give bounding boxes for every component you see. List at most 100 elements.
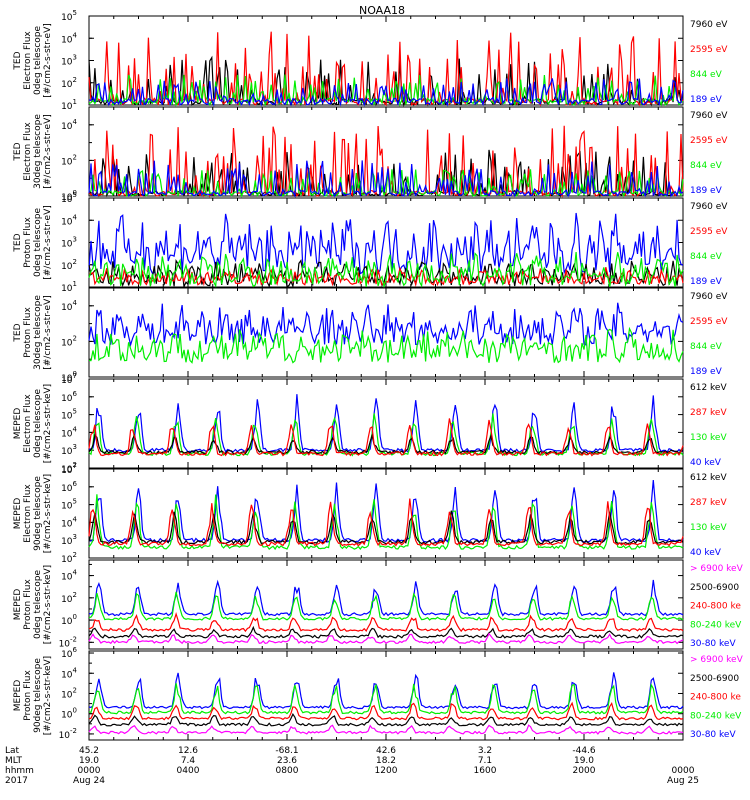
- legend-entry: 287 keV: [690, 408, 727, 418]
- y-axis-label: TEDProton Flux30deg telescope[#/cm2-s-st…: [13, 295, 53, 370]
- y-axis-label: TEDElectron Flux0deg telescope[#/cm2-s-s…: [13, 23, 53, 98]
- legend-entry: 189 eV: [690, 277, 723, 287]
- legend-entry: 612 keV: [690, 383, 727, 393]
- y-tick-label: 102: [61, 686, 77, 700]
- y-tick-label: 104: [61, 118, 77, 132]
- legend-entry: 30-80 keV: [690, 730, 736, 740]
- axis-value-mlt: 19.0: [79, 756, 99, 766]
- series-line: [88, 302, 684, 348]
- y-tick-label: 100: [61, 707, 77, 721]
- y-axis-label-line: 90deg telescope: [33, 476, 43, 551]
- y-axis-label-line: Proton Flux: [23, 579, 33, 630]
- y-tick-label: 103: [61, 533, 77, 547]
- axis-row-label: 2017: [5, 776, 28, 786]
- y-tick-label: 104: [61, 299, 77, 313]
- panel-frame: [88, 559, 684, 650]
- y-tick-label: 104: [61, 31, 77, 45]
- series-line: [88, 591, 684, 621]
- axis-value-mlt: 18.2: [376, 756, 396, 766]
- y-axis-label: MEPEDElectron Flux0deg telescope[#/cm2-s…: [13, 384, 53, 463]
- legend-entry: > 6900 keV: [690, 655, 744, 665]
- axis-value-hhmm: 0000: [78, 766, 101, 776]
- legend-entry: 7960 eV: [690, 20, 728, 30]
- legend-entry: 2500-6900: [690, 583, 739, 593]
- figure-title: NOAA18: [359, 4, 405, 17]
- series-line: [88, 212, 684, 276]
- legend-entry: 7960 eV: [690, 292, 728, 302]
- axis-value-lat: 3.2: [478, 746, 492, 756]
- y-axis-label-line: TED: [13, 323, 23, 342]
- legend-entry: 130 keV: [690, 433, 727, 443]
- legend-entry: 844 eV: [690, 252, 723, 262]
- y-tick-label: 102: [61, 551, 77, 565]
- series-line: [88, 712, 684, 727]
- axis-value-hhmm: 1200: [375, 766, 398, 776]
- y-tick-label: 104: [61, 515, 77, 529]
- y-axis-label-line: [#/cm2-s-str-eV]: [43, 205, 53, 280]
- axis-value-lat: 12.6: [178, 746, 198, 756]
- legend-entry: 844 eV: [690, 161, 723, 171]
- y-axis-label-line: Proton Flux: [23, 217, 33, 268]
- y-axis-label-line: [#/cm2-s-str-keV]: [43, 384, 53, 463]
- axis-value-hhmm: 1600: [474, 766, 497, 776]
- series-line: [88, 433, 684, 455]
- series-line: [88, 160, 684, 198]
- axis-value-hhmm: 2000: [573, 766, 596, 776]
- y-axis-label-line: [#/cm2-s-str-eV]: [43, 295, 53, 370]
- axis-row-label: hhmm: [5, 766, 34, 776]
- y-axis-label-line: MEPED: [13, 498, 23, 530]
- series-line: [88, 78, 684, 108]
- legend-entry: 40 keV: [690, 548, 722, 558]
- legend-entry: 844 eV: [690, 70, 723, 80]
- legend-entry: 2595 eV: [690, 45, 728, 55]
- y-axis-label-line: [#/cm2-s-str-keV]: [43, 565, 53, 644]
- series-line: [88, 579, 684, 617]
- y-axis-label-line: Electron Flux: [23, 394, 33, 453]
- y-axis-label-line: 30deg telescope: [33, 295, 43, 370]
- y-axis-label-line: MEPED: [13, 408, 23, 440]
- y-axis-label: TEDProton Flux0deg telescope[#/cm2-s-str…: [13, 205, 53, 280]
- legend-entry: 80-240 keV: [690, 620, 742, 630]
- y-axis-label-line: TED: [13, 51, 23, 70]
- series-line: [88, 251, 684, 289]
- series-line: [88, 498, 684, 547]
- axis-value-lat: -68.1: [275, 746, 298, 756]
- y-axis-label-line: MEPED: [13, 589, 23, 621]
- panel-1: 101 102 103 104 105 TEDElectron Flux0deg tele…: [13, 9, 728, 112]
- y-axis-label-line: Proton Flux: [23, 307, 33, 358]
- y-axis-label-line: Electron Flux: [23, 484, 33, 543]
- y-axis-label: MEPEDElectron Flux90deg telescope[#/cm2-…: [13, 474, 53, 553]
- series-line: [88, 125, 684, 198]
- legend-entry: > 6900 keV: [690, 564, 744, 574]
- y-tick-label: 102: [61, 76, 77, 90]
- y-axis-label-line: 0deg telescope: [33, 389, 43, 459]
- y-tick-label: 103: [61, 443, 77, 457]
- legend-entry: 240-800 ke: [690, 602, 741, 612]
- y-axis-label-line: 0deg telescope: [33, 208, 43, 278]
- y-axis-label-line: 90deg telescope: [33, 658, 43, 733]
- y-tick-label: 104: [61, 425, 77, 439]
- axis-row-label: MLT: [5, 756, 23, 766]
- y-tick-label: 104: [61, 666, 77, 680]
- series-line: [88, 625, 684, 639]
- y-axis-label-line: Electron Flux: [23, 122, 33, 181]
- legend-entry: 189 eV: [690, 186, 723, 196]
- legend-entry: 287 keV: [690, 498, 727, 508]
- y-tick-label: 104: [61, 569, 77, 583]
- axis-value-lat: -44.6: [572, 746, 596, 756]
- y-axis-label: MEPEDProton Flux90deg telescope[#/cm2-s-…: [13, 656, 53, 735]
- axis-value-mlt: 7.4: [181, 756, 196, 766]
- y-axis-label-line: 0deg telescope: [33, 26, 43, 96]
- legend-entry: 189 eV: [690, 367, 723, 377]
- y-tick-label: 102: [61, 258, 77, 272]
- y-tick-label: 106: [61, 390, 77, 404]
- axis-value-date: Aug 24: [73, 776, 105, 786]
- series-line: [88, 701, 684, 721]
- y-axis-label-line: TED: [13, 233, 23, 252]
- axis-value-mlt: 7.1: [478, 756, 492, 766]
- y-axis-label-line: [#/cm2-s-str-keV]: [43, 474, 53, 553]
- series-line: [88, 326, 684, 364]
